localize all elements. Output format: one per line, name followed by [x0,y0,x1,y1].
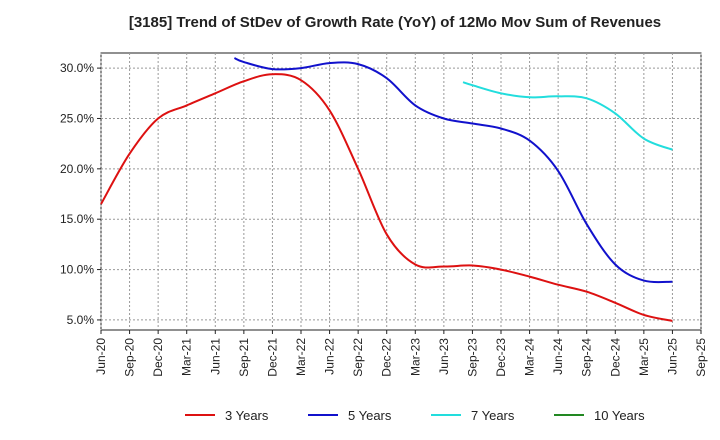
series-line-5-years [233,57,673,284]
x-tick-label: Jun-25 [665,338,679,375]
x-tick-label: Dec-20 [151,338,165,377]
grid-layer [100,53,702,330]
x-tick-label: Sep-21 [237,338,251,377]
x-tick-label: Dec-23 [494,338,508,377]
x-tick-label: Sep-20 [123,338,137,377]
plot-frame [100,52,702,331]
x-tick-label: Mar-24 [523,338,537,376]
legend-label-3-years: 3 Years [225,408,269,423]
x-tick-label: Sep-22 [351,338,365,377]
legend-label-7-years: 7 Years [471,408,515,423]
y-tick-label: 20.0% [60,162,94,176]
x-tick-label: Jun-21 [208,338,222,375]
x-tick-label: Sep-24 [580,338,594,377]
y-tick-label: 25.0% [60,111,94,125]
x-tick-label: Jun-22 [323,338,337,375]
y-tick-label: 30.0% [60,61,94,75]
x-tick-label: Dec-22 [380,338,394,377]
x-tick-label: Sep-25 [694,338,708,377]
x-tick-label: Mar-23 [408,338,422,376]
x-tick-label: Dec-24 [608,338,622,377]
y-tick-label: 15.0% [60,212,94,226]
y-tick-label: 5.0% [67,313,95,327]
legend-label-5-years: 5 Years [348,408,392,423]
series-layer [100,57,673,322]
x-tick-label: Dec-21 [265,338,279,377]
legend: 3 Years 5 Years 7 Years 10 Years [185,408,645,423]
y-tick-label: 10.0% [60,263,94,277]
x-tick-label: Jun-20 [94,338,108,375]
series-line-3-years [100,73,673,322]
chart-title: [3185] Trend of StDev of Growth Rate (Yo… [128,14,662,31]
series-line-7-years [462,81,673,151]
axis-layer: 5.0% 10.0% 15.0% 20.0% 25.0% 30.0% Jun-20 Sep-2… [60,61,708,377]
x-tick-label: Jun-23 [437,338,451,375]
x-tick-label: Mar-22 [294,338,308,376]
x-tick-label: Jun-24 [551,338,565,375]
x-tick-label: Sep-23 [465,338,479,377]
legend-label-10-years: 10 Years [594,408,645,423]
x-tick-label: Mar-21 [180,338,194,376]
x-tick-label: Mar-25 [637,338,651,376]
